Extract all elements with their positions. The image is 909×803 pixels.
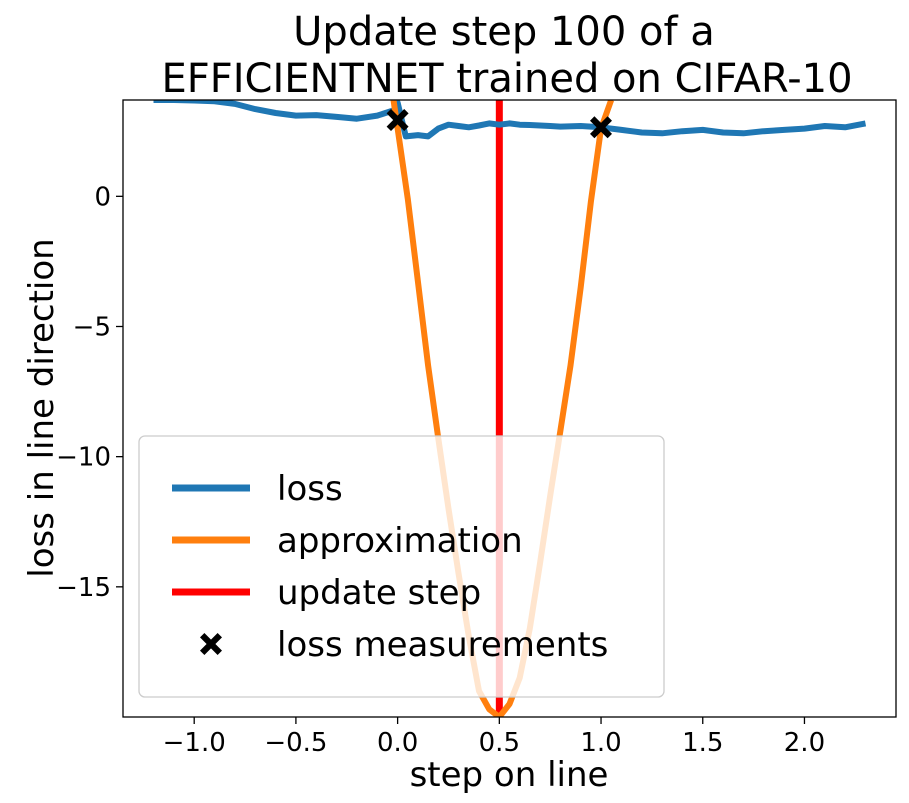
x-tick-label: −1.0 xyxy=(163,728,226,758)
legend-label-approximation: approximation xyxy=(277,521,523,561)
x-tick-label: 1.5 xyxy=(682,728,723,758)
legend-label-loss: loss xyxy=(277,469,343,509)
legend-marker-icon xyxy=(200,633,222,655)
legend-box xyxy=(138,435,665,698)
legend-label-measurements: loss measurements xyxy=(277,625,608,665)
plot-frame xyxy=(122,99,897,718)
series-approximation-line xyxy=(390,100,615,717)
x-tick-label: 2.0 xyxy=(784,728,825,758)
legend: loss approximation update step loss measure… xyxy=(138,435,665,698)
measurement-markers xyxy=(386,109,612,139)
x-tick-label: 1.0 xyxy=(580,728,621,758)
y-tick-label: −15 xyxy=(56,573,111,603)
x-tick-label: 0.0 xyxy=(377,728,418,758)
measurement-marker xyxy=(386,109,409,131)
x-tick-label: −0.5 xyxy=(264,728,327,758)
y-axis-label: loss in line direction xyxy=(22,238,62,577)
measurement-marker xyxy=(590,116,612,139)
y-tick-label: −10 xyxy=(56,443,111,473)
y-axis: 0 −5 −10 −15 xyxy=(56,182,123,603)
series-loss-line xyxy=(153,100,867,140)
chart-title-line1: Update step 100 of a xyxy=(293,9,715,55)
legend-label-update_step: update step xyxy=(277,573,481,613)
x-axis: −1.0 −0.5 0.0 0.5 1.0 1.5 2.0 xyxy=(163,717,825,758)
y-tick-label: −5 xyxy=(73,312,111,342)
y-tick-label: 0 xyxy=(94,182,111,212)
x-axis-label: step on line xyxy=(410,755,609,795)
chart-title-line2: EFFICIENTNET trained on CIFAR-10 xyxy=(161,56,852,102)
x-tick-label: 0.5 xyxy=(479,728,520,758)
